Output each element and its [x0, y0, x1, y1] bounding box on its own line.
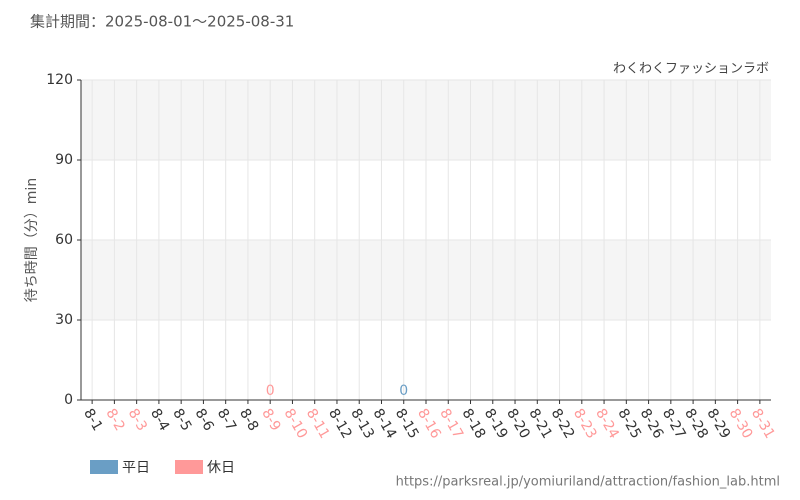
y-tick-label: 120 — [46, 72, 73, 88]
x-tick-label: 8-5 — [169, 406, 194, 434]
x-tick-label: 8-3 — [125, 406, 150, 434]
y-tick-label: 60 — [55, 232, 73, 248]
legend-label: 平日 — [122, 460, 150, 476]
x-tick-label: 8-8 — [236, 406, 261, 434]
x-tick-label: 8-4 — [147, 406, 172, 434]
y-axis-label: 待ち時間（分）min — [24, 178, 40, 302]
url: https://parksreal.jp/yomiuriland/attract… — [396, 475, 780, 490]
data-label: 0 — [266, 383, 275, 399]
x-tick-label: 8-1 — [80, 406, 105, 434]
data-label: 0 — [399, 383, 408, 399]
x-tick-label: 8-7 — [214, 406, 239, 434]
x-tick-label: 8-6 — [191, 406, 216, 434]
chart-title: 集計期間：2025-08-01～2025-08-31 — [30, 13, 294, 31]
legend-swatch — [90, 460, 118, 474]
source: わくわくファッションラボ — [613, 62, 769, 77]
y-tick-label: 90 — [55, 152, 73, 168]
y-tick-label: 30 — [55, 312, 73, 328]
y-tick-label: 0 — [64, 392, 73, 408]
x-tick-label: 8-31 — [748, 406, 778, 442]
x-tick-label: 8-2 — [102, 406, 127, 434]
x-tick-label: 8-9 — [258, 406, 283, 434]
legend-label: 休日 — [207, 460, 235, 476]
legend-swatch — [175, 460, 203, 474]
